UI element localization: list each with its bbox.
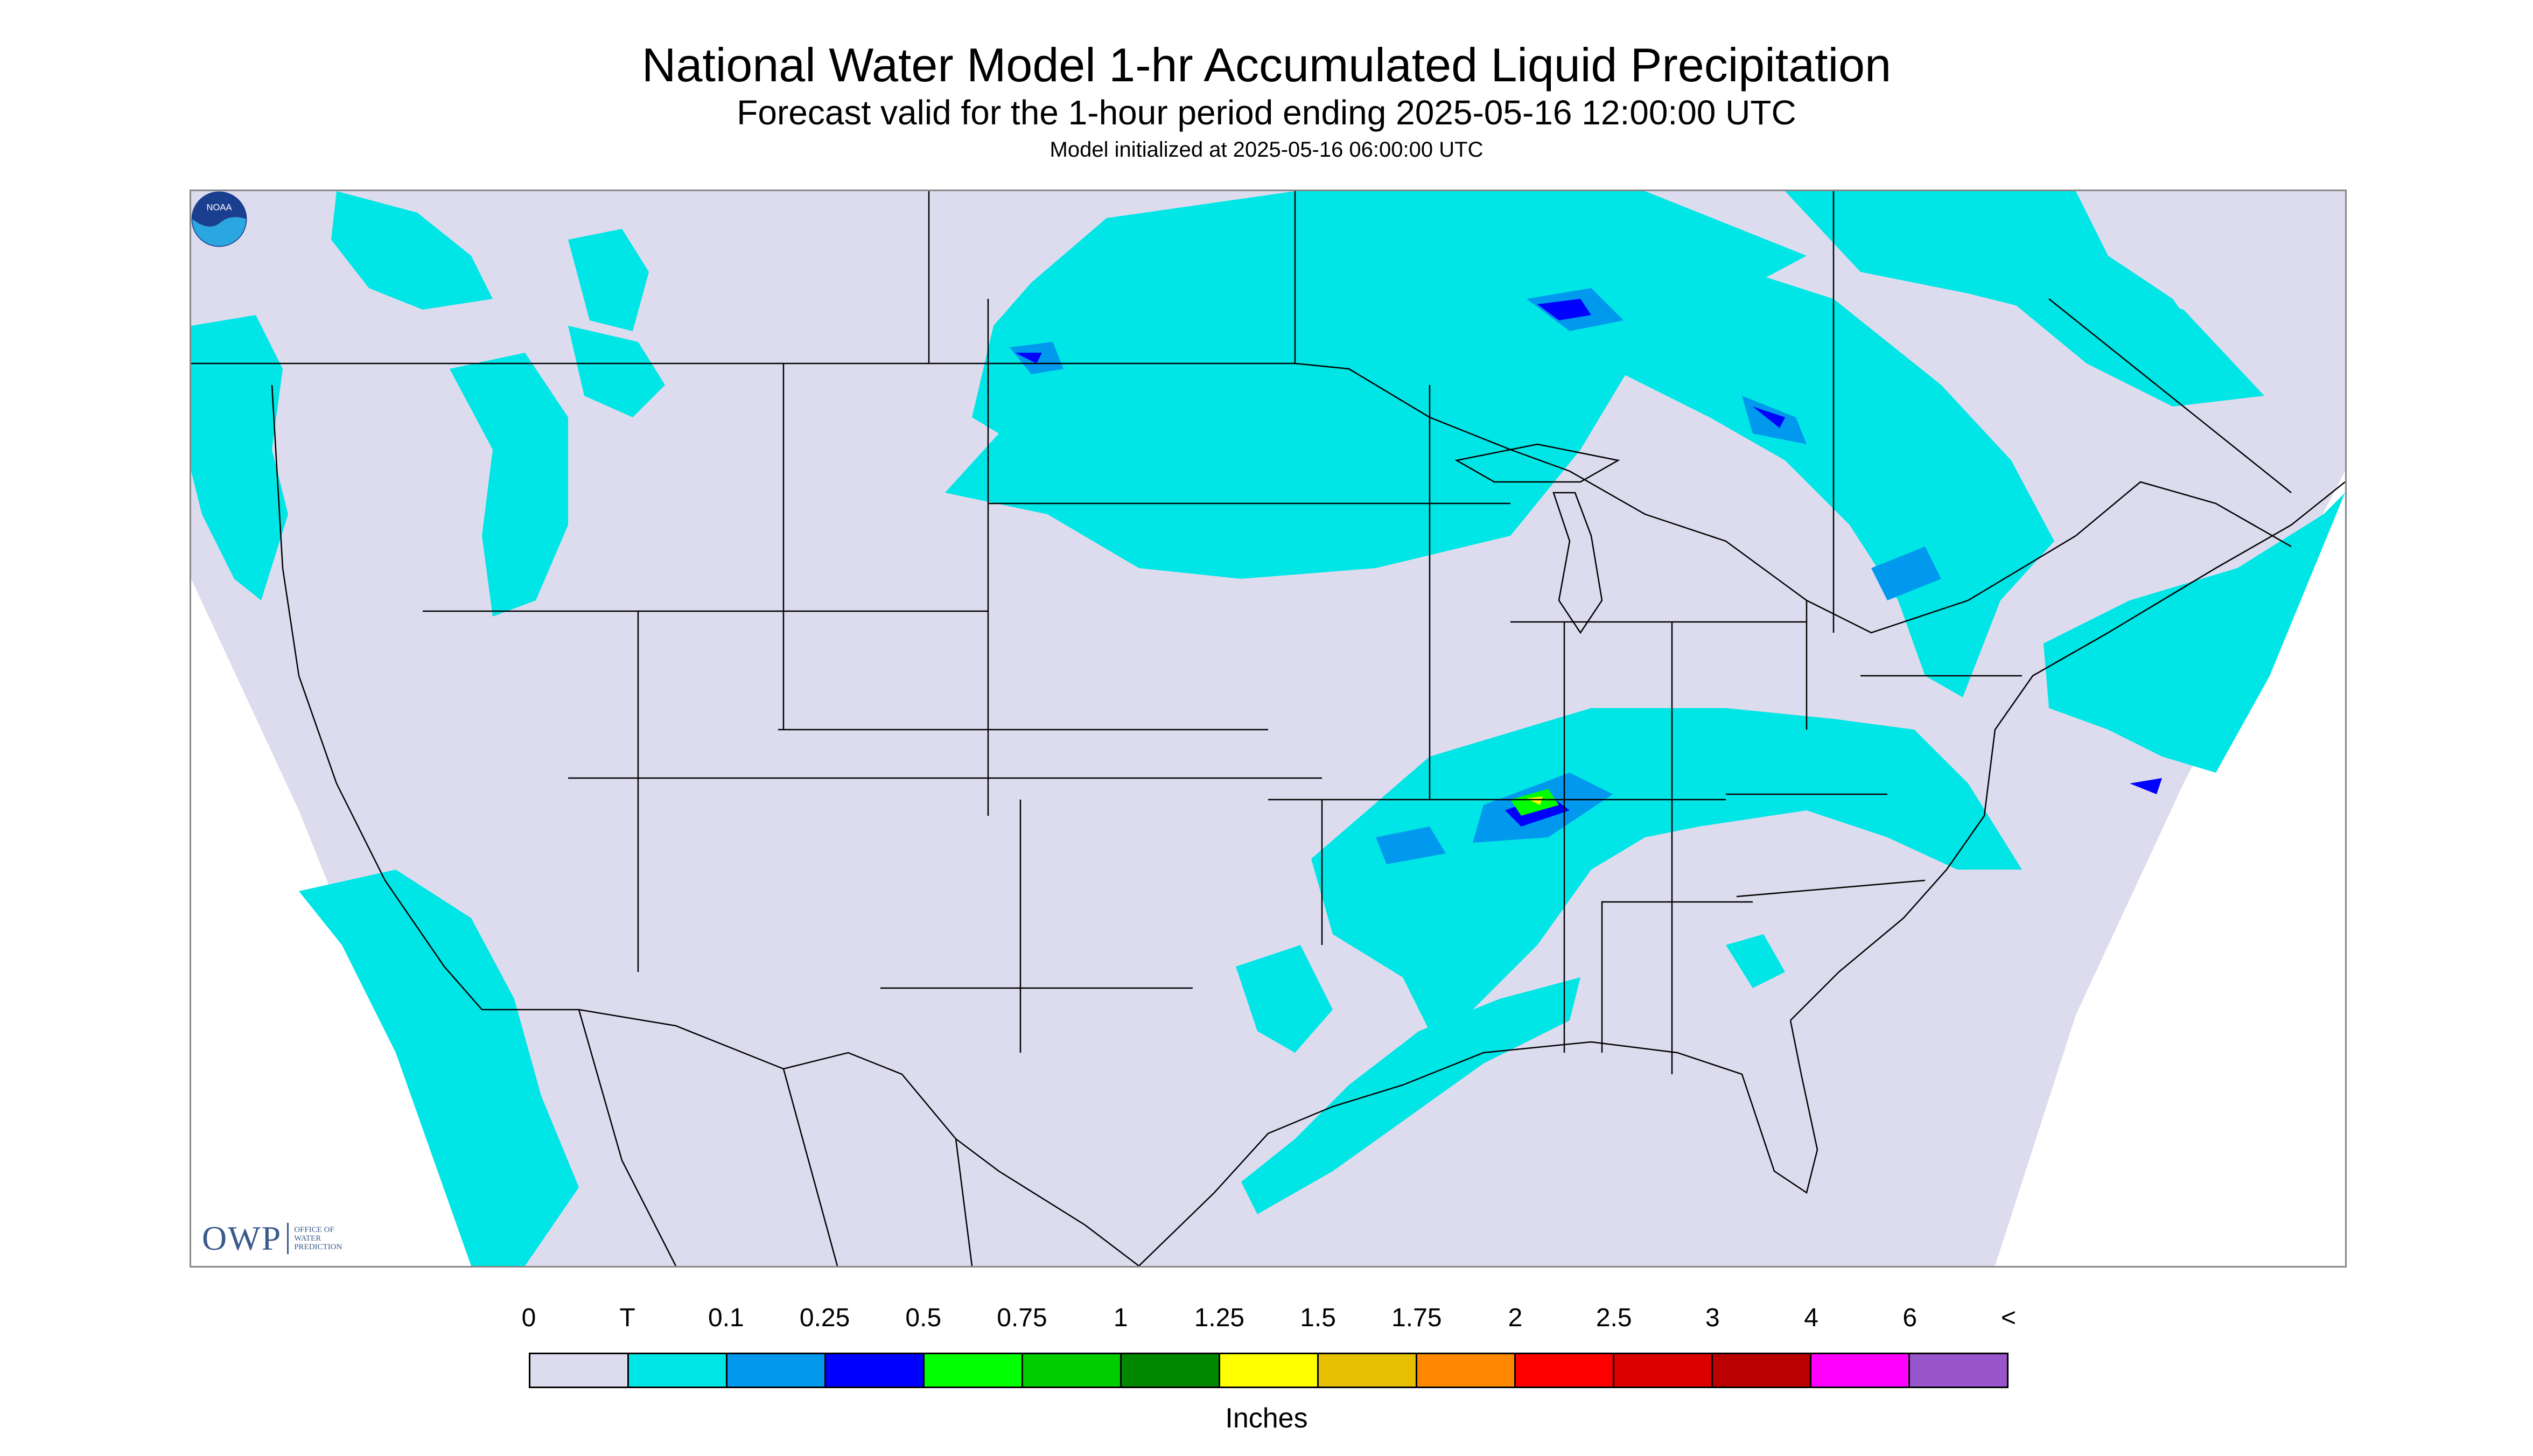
precip-northeast-coast — [2044, 493, 2345, 773]
political-boundaries — [191, 191, 2345, 1266]
precip-yellow-core — [1527, 796, 1543, 805]
precip-blue-plains — [1015, 353, 1042, 363]
legend-tick: 0.5 — [905, 1304, 942, 1332]
legend-tick: 3 — [1705, 1304, 1720, 1332]
legend-color-bar — [529, 1353, 2009, 1388]
legend-swatch — [1122, 1354, 1220, 1387]
legend-tick: 4 — [1804, 1304, 1818, 1332]
model-init-line: Model initialized at 2025-05-16 06:00:00… — [1049, 138, 1484, 162]
precip-moderate-areas — [1010, 288, 2162, 864]
legend-tick-labels: 0 T 0.1 0.25 0.5 0.75 1 1.25 1.5 1.75 2 … — [522, 1303, 2016, 1335]
legend-swatch — [1614, 1354, 1713, 1387]
precip-montana-patches — [568, 229, 649, 331]
owp-logo-line: PREDICTION — [294, 1243, 342, 1251]
legend-swatch — [826, 1354, 925, 1387]
precip-southeast-spots — [1726, 934, 1785, 988]
legend-swatch — [1220, 1354, 1319, 1387]
state-line-20 — [1601, 901, 1753, 1053]
legend-tick: 1 — [1113, 1304, 1128, 1332]
legend-swatch — [727, 1354, 826, 1387]
legend-tick: 6 — [1902, 1304, 1918, 1332]
precip-idaho-band — [450, 353, 568, 617]
map-subtitle: Forecast valid for the 1-hour period end… — [737, 93, 1796, 132]
owp-logo: OWP OFFICE OF WATER PREDICTION — [202, 1219, 342, 1258]
legend-swatch — [629, 1354, 727, 1387]
precip-baja-pacific — [299, 870, 579, 1266]
precip-heavy-core — [1510, 789, 1559, 816]
precip-light-blue-arkansas — [1376, 827, 1446, 864]
legend-tick: 1.75 — [1391, 1304, 1442, 1332]
precip-ohio-tennessee-valley — [1311, 708, 2022, 1031]
owp-logo-mark: OWP — [202, 1219, 282, 1257]
legend-tick: 0.1 — [708, 1304, 744, 1332]
precip-blue-lakes — [1753, 407, 1785, 428]
us-mexico-border — [482, 1009, 1139, 1266]
legend-tick: 0.25 — [799, 1304, 850, 1332]
state-line-15 — [1736, 879, 1926, 898]
gulf-coastline — [1138, 1020, 1818, 1266]
owp-logo-divider — [287, 1223, 289, 1254]
legend-swatch — [1417, 1354, 1516, 1387]
legend-swatch — [1023, 1354, 1122, 1387]
atlantic-coastline — [1790, 481, 2345, 1021]
precip-light-blue-erie — [1871, 547, 1941, 600]
precip-texas-gulf-coast — [1241, 977, 1580, 1214]
owp-logo-line: OFFICE OF — [294, 1226, 334, 1234]
precip-blue-atlantic — [2130, 778, 2162, 794]
precip-northwest-interior — [331, 191, 493, 310]
lake-superior — [1454, 443, 1620, 483]
noaa-logo-text: NOAA — [206, 202, 232, 212]
owp-logo-text: OFFICE OF WATER PREDICTION — [294, 1226, 342, 1251]
precipitation-map: OWP OFFICE OF WATER PREDICTION NOAA — [190, 190, 2347, 1268]
legend-tick: T — [619, 1304, 635, 1332]
legend-tick: 1.25 — [1194, 1304, 1245, 1332]
lake-michigan — [1552, 492, 1603, 634]
map-title: National Water Model 1-hr Accumulated Li… — [641, 38, 1892, 92]
legend-tick: 1.5 — [1300, 1304, 1336, 1332]
legend-unit-label: Inches — [1225, 1403, 1308, 1434]
legend-swatch — [1713, 1354, 1811, 1387]
owp-logo-line: WATER — [294, 1234, 321, 1243]
precip-canada-west — [568, 326, 665, 417]
pacific-coastline — [271, 384, 482, 1010]
noaa-logo: NOAA — [191, 191, 247, 247]
legend-swatch — [1910, 1354, 2007, 1387]
precip-great-lakes-canada — [1548, 256, 2054, 697]
legend-tick: 0 — [521, 1304, 536, 1332]
legend-swatch — [1811, 1354, 1910, 1387]
us-canada-border — [191, 362, 2292, 634]
legend-tick: 2 — [1508, 1304, 1523, 1332]
legend-tick: < — [2000, 1304, 2017, 1332]
legend-tick: 2.5 — [1596, 1304, 1632, 1332]
legend-swatch — [530, 1354, 629, 1387]
precip-blue-ontario — [1537, 299, 1591, 320]
canadian-provinces — [928, 191, 2292, 633]
legend-tick: 0.75 — [997, 1304, 1047, 1332]
precip-pacific-northwest — [191, 315, 288, 600]
mexico-states — [578, 1009, 973, 1266]
legend-swatch — [1319, 1354, 1417, 1387]
precip-texas-streaks — [1236, 945, 1333, 1053]
legend-swatch — [925, 1354, 1023, 1387]
legend-swatch — [1516, 1354, 1614, 1387]
